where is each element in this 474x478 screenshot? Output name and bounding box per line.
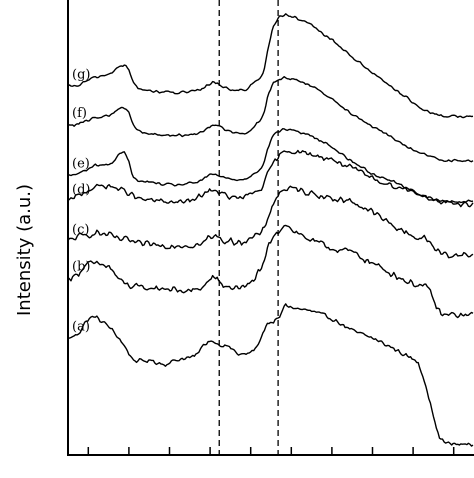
series-line-a — [67, 303, 474, 447]
series-labels: (a) (b) (c) (d) (e) (f) (g) — [72, 67, 90, 334]
series-line-b — [67, 224, 474, 319]
y-axis-label: Intensity (a.u.) — [14, 184, 35, 316]
series-line-c — [67, 185, 474, 259]
x-axis-ticks — [87, 447, 455, 455]
series-line-g — [67, 13, 474, 119]
series-label-c: (c) — [72, 223, 89, 238]
series-label-f: (f) — [72, 106, 87, 121]
series-label-b: (b) — [72, 259, 90, 274]
series-label-g: (g) — [72, 67, 90, 82]
plot-area: (a) (b) (c) (d) (e) (f) (g) — [67, 0, 474, 455]
axes — [67, 0, 474, 456]
series-line-f — [67, 76, 474, 163]
series-label-a: (a) — [72, 320, 90, 335]
series-label-d: (d) — [72, 183, 90, 198]
series-label-e: (e) — [72, 157, 90, 172]
series-lines — [67, 13, 474, 447]
reference-lines — [218, 0, 279, 455]
series-line-e — [68, 127, 474, 204]
